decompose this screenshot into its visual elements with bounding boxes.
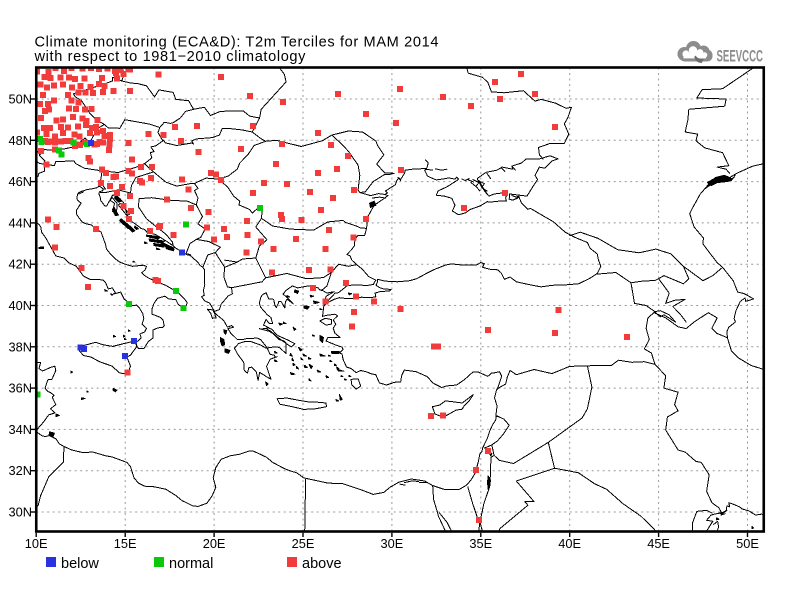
svg-text:44N: 44N — [9, 215, 32, 230]
svg-text:50E: 50E — [736, 536, 759, 551]
svg-text:36N: 36N — [9, 381, 32, 396]
svg-text:50N: 50N — [9, 92, 32, 107]
svg-text:above: above — [302, 556, 342, 572]
svg-text:40E: 40E — [558, 536, 581, 551]
svg-text:46N: 46N — [9, 174, 32, 189]
svg-text:25E: 25E — [292, 536, 315, 551]
svg-text:42N: 42N — [9, 257, 32, 272]
svg-text:with respect to 1981−2010 clim: with respect to 1981−2010 climatology — [34, 49, 307, 65]
svg-text:38N: 38N — [9, 339, 32, 354]
svg-text:Climate monitoring (ECA&D): T2: Climate monitoring (ECA&D): T2m Terciles… — [35, 35, 440, 51]
svg-text:20E: 20E — [203, 536, 226, 551]
svg-text:normal: normal — [169, 556, 213, 572]
svg-text:10E: 10E — [25, 536, 48, 551]
svg-text:30E: 30E — [381, 536, 404, 551]
svg-text:SEEVCCC: SEEVCCC — [717, 48, 764, 66]
svg-text:below: below — [61, 556, 99, 572]
svg-text:40N: 40N — [9, 298, 32, 313]
svg-text:34N: 34N — [9, 422, 32, 437]
svg-text:35E: 35E — [469, 536, 492, 551]
svg-text:48N: 48N — [9, 133, 32, 148]
svg-text:15E: 15E — [114, 536, 137, 551]
svg-text:32N: 32N — [9, 463, 32, 478]
svg-text:45E: 45E — [647, 536, 670, 551]
svg-text:30N: 30N — [9, 505, 32, 520]
